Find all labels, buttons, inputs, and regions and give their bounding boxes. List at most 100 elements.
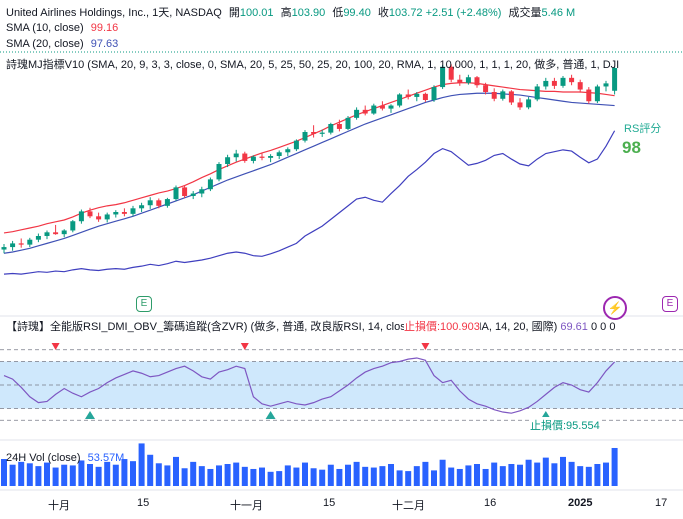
- low-value: 99.40: [343, 7, 371, 19]
- low-label: 低: [332, 7, 344, 19]
- volume-bar: [577, 466, 584, 486]
- candle-body: [517, 102, 523, 108]
- candle-body: [474, 77, 480, 86]
- volume-legend[interactable]: 24H Vol (close) 53.57M: [6, 452, 124, 464]
- buy-signal-icon: [85, 411, 95, 419]
- volume-bar: [276, 471, 283, 486]
- candle-body: [345, 117, 351, 129]
- stop-loss-bottom: 止損價:95.554: [530, 417, 600, 433]
- volume-bar: [491, 462, 498, 486]
- volume-bar: [26, 463, 33, 486]
- lightning-icon[interactable]: ⚡: [603, 296, 627, 320]
- volume-bar: [431, 470, 437, 486]
- candle-body: [448, 66, 454, 80]
- candle-body: [130, 208, 136, 214]
- candle-body: [328, 124, 334, 133]
- candle-body: [388, 105, 394, 109]
- volume-bar: [534, 462, 541, 486]
- candle-body: [319, 132, 325, 134]
- volume-bar: [293, 467, 300, 486]
- volume-bar: [336, 468, 343, 486]
- candle-body: [70, 221, 76, 231]
- sma20-label: SMA (20, close): [6, 38, 84, 50]
- earnings-badge-upcoming[interactable]: E: [662, 296, 678, 312]
- volume-bar: [147, 454, 154, 486]
- volume-pane: [1, 443, 618, 486]
- volume-bar: [482, 468, 489, 486]
- sma10-legend[interactable]: SMA (10, close) 99.16: [6, 22, 118, 34]
- close-label: 收: [377, 7, 389, 19]
- volume-bar: [499, 466, 506, 486]
- volume-pane-value: 53.57M: [87, 452, 125, 464]
- candle-body: [465, 77, 471, 83]
- candle-body: [207, 179, 213, 190]
- candle-body: [354, 109, 360, 118]
- volume-bar: [18, 461, 25, 486]
- candle-body: [397, 94, 403, 106]
- volume-bar: [568, 461, 575, 486]
- volume-bar: [560, 456, 566, 486]
- candle-body: [10, 243, 16, 248]
- candle-body: [414, 93, 420, 97]
- oscillator-value: 69.61: [560, 321, 588, 333]
- candle-body: [96, 216, 102, 220]
- volume-bar: [551, 463, 558, 486]
- indicator-legend[interactable]: 詩瑰MJ指標V10 (SMA, 20, 9, 3, 3, close, 0, S…: [6, 59, 620, 71]
- candle-body: [336, 124, 342, 129]
- candle-body: [35, 236, 41, 240]
- candle-body: [526, 99, 532, 108]
- candle-body: [440, 66, 446, 88]
- candle-body: [483, 85, 489, 92]
- volume-label: 成交量: [508, 7, 542, 19]
- candle-body: [104, 214, 110, 220]
- volume-bar: [310, 468, 317, 486]
- sell-signal-icon: [421, 343, 430, 350]
- earnings-badge[interactable]: E: [136, 296, 152, 312]
- sell-signal-icon: [240, 343, 249, 350]
- candle-body: [491, 92, 497, 99]
- volume-bar: [611, 447, 618, 486]
- candle-body: [44, 232, 50, 236]
- x-tick-oct15: 15: [137, 497, 150, 509]
- candle-body: [457, 79, 463, 83]
- candle-body: [61, 230, 67, 235]
- candle-body: [216, 164, 222, 180]
- symbol-name[interactable]: United Airlines Holdings, Inc., 1天, NASD…: [6, 7, 222, 19]
- candle-body: [508, 91, 514, 103]
- sell-signal-icon: [51, 343, 60, 350]
- candle-body: [293, 140, 299, 150]
- x-tick-dec: 十二月: [392, 500, 425, 512]
- volume-bar: [396, 470, 403, 486]
- sma10-label: SMA (10, close): [6, 22, 84, 34]
- volume-bar: [9, 464, 16, 486]
- symbol-header[interactable]: United Airlines Holdings, Inc., 1天, NASD…: [6, 4, 575, 20]
- oscillator-extra: 0 0 0: [590, 321, 616, 333]
- volume-bar: [362, 466, 369, 486]
- sma20-legend[interactable]: SMA (20, close) 97.63: [6, 38, 118, 50]
- volume-bar: [44, 462, 50, 486]
- volume-bar: [439, 459, 446, 486]
- volume-bar: [138, 443, 145, 486]
- volume-bar: [181, 468, 188, 486]
- candle-body: [560, 77, 566, 86]
- candle-body: [405, 94, 411, 97]
- volume-bar: [525, 459, 532, 486]
- open-label: 開: [228, 7, 240, 19]
- oscillator-legend[interactable]: 【詩瑰】全能版RSI_DMI_OBV_籌碼追蹤(含ZVR) (做多, 普通, 改…: [6, 318, 615, 334]
- volume-bar: [388, 464, 394, 486]
- price-pane: [0, 51, 683, 275]
- volume-bar: [190, 461, 197, 486]
- candle-body: [250, 156, 256, 161]
- volume-bar: [35, 466, 42, 486]
- volume-bar: [216, 465, 222, 486]
- candle-body: [18, 243, 24, 245]
- volume-bar: [370, 467, 377, 486]
- sma10-line: [3, 82, 615, 234]
- candle-body: [285, 149, 291, 153]
- volume-value: 5.46 M: [541, 7, 576, 19]
- volume-bar: [250, 468, 257, 486]
- volume-bar: [87, 464, 93, 486]
- volume-bar: [52, 467, 59, 486]
- x-tick-jan17: 17: [655, 497, 668, 509]
